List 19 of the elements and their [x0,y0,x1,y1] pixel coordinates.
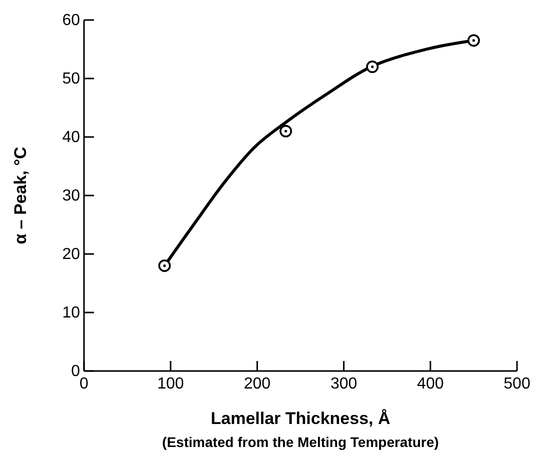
y-tick-label: 40 [62,129,80,146]
y-tick-label: 50 [62,70,80,88]
x-tick-label: 300 [330,375,358,392]
y-tick-label: 10 [62,304,80,322]
y-tick-label: 0 [71,363,80,380]
x-tick-label: 200 [244,375,271,392]
x-axis-title: Lamellar Thickness, Å [210,409,390,428]
text: (Estimated from the Melting Temperature) [162,434,439,450]
x-tick-label: 100 [157,375,184,392]
point [158,259,171,272]
y-axis-title: α – Peak, °C [11,146,30,244]
x-tick-label: 400 [417,375,444,392]
point [467,34,480,47]
point [280,124,292,138]
y-tick-label: 60 [62,12,80,30]
point [366,60,379,74]
x-tick-label: 500 [504,375,530,392]
y-tick-label: 30 [62,188,80,205]
y-tick-label: 20 [62,246,80,264]
